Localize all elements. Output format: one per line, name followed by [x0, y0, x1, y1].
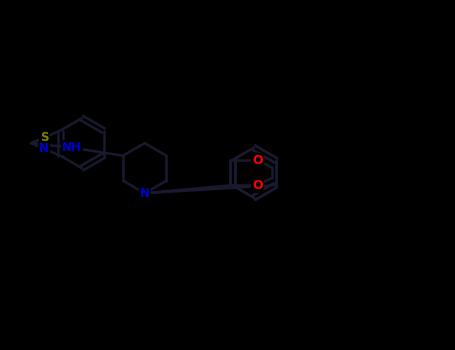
Text: N: N: [39, 142, 49, 155]
Text: O: O: [252, 154, 263, 167]
Text: O: O: [252, 179, 263, 192]
Text: NH: NH: [62, 141, 82, 154]
Text: N: N: [140, 187, 150, 200]
Text: S: S: [40, 131, 48, 144]
